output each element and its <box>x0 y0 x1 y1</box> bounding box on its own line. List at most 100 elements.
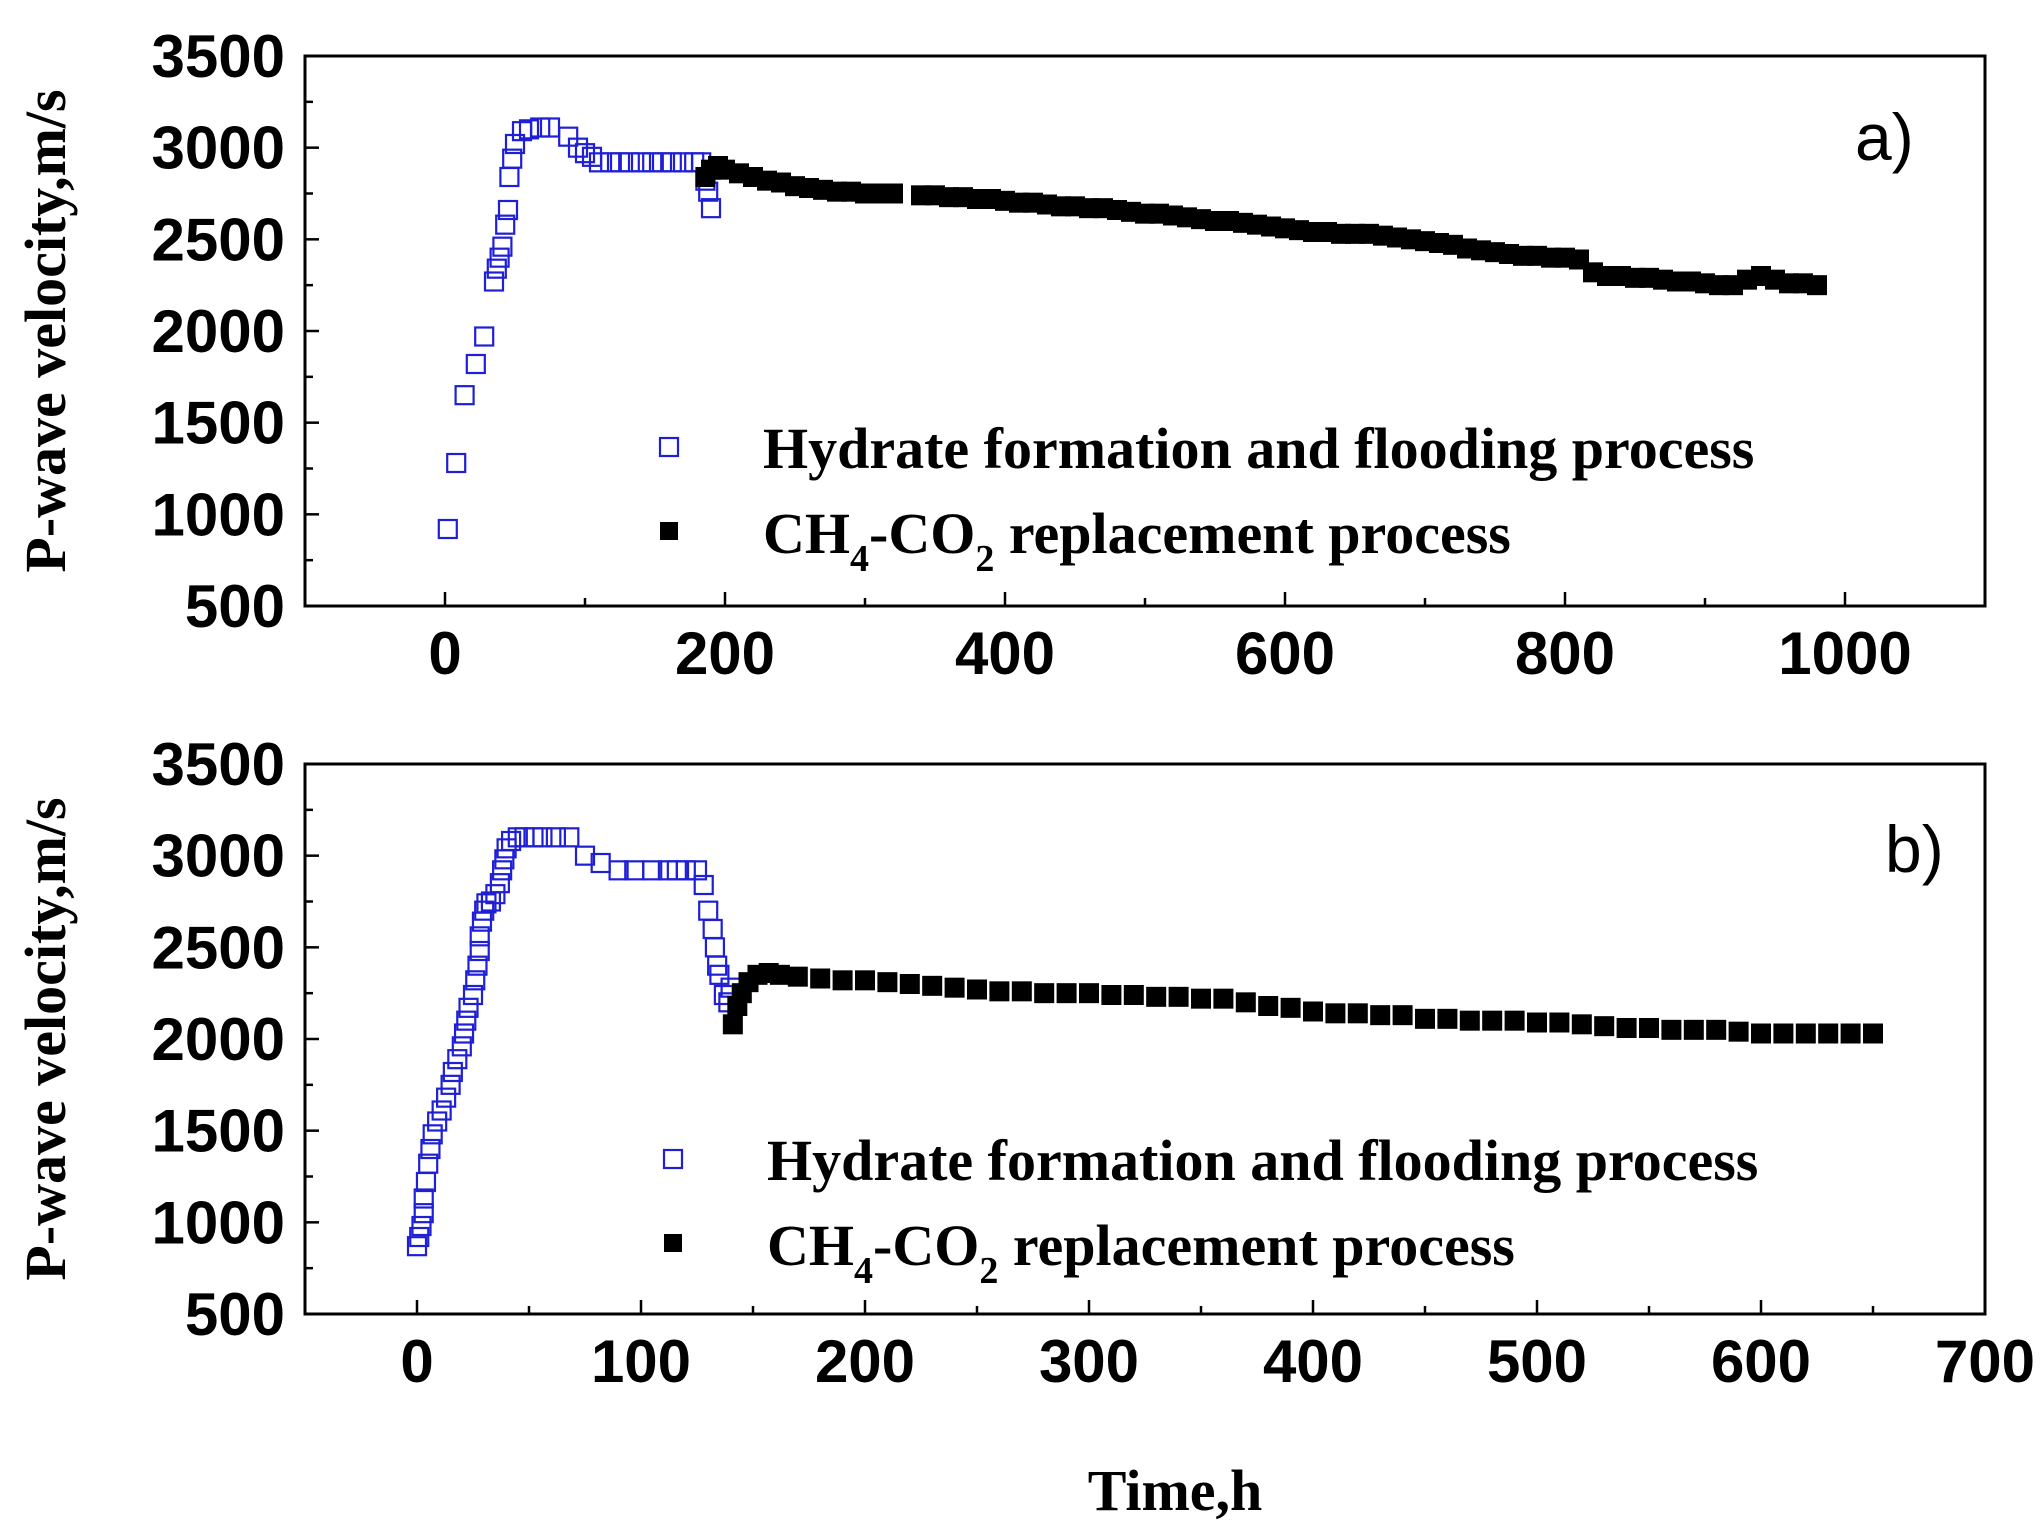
x-tick-label: 500 <box>1487 1328 1587 1395</box>
legend-label-replacement-b: CH4-CO2 replacement process <box>767 1213 1515 1292</box>
data-point <box>1482 1010 1503 1031</box>
series-formation <box>437 117 722 540</box>
data-point <box>1168 986 1189 1007</box>
data-point <box>489 873 510 894</box>
series-replacement <box>695 156 1827 296</box>
legend-marker-formation-b <box>662 1148 684 1170</box>
series-replacement <box>722 963 1883 1044</box>
data-point <box>1549 1012 1570 1033</box>
x-tick-label: 700 <box>1935 1328 2035 1395</box>
y-tick-label: 2000 <box>152 1006 285 1073</box>
data-point <box>574 845 596 866</box>
data-point <box>465 353 486 375</box>
data-point <box>502 148 523 169</box>
data-point <box>1280 997 1301 1018</box>
data-point <box>1370 1005 1391 1026</box>
data-point <box>504 133 526 155</box>
data-point <box>446 452 467 474</box>
data-point <box>489 247 510 268</box>
data-point <box>454 385 475 406</box>
data-point <box>944 977 965 998</box>
data-point <box>422 1124 443 1145</box>
data-point <box>545 827 566 848</box>
legend-replacement-sub2: 2 <box>975 538 994 580</box>
data-point <box>1840 1023 1861 1044</box>
data-point <box>532 827 553 848</box>
data-point <box>437 518 458 540</box>
data-point <box>462 984 484 1006</box>
data-point <box>700 198 722 219</box>
data-point <box>810 968 831 989</box>
y-tick-label: 3000 <box>152 115 285 182</box>
data-point <box>1751 1023 1771 1044</box>
x-axis-title: Time,h <box>1088 1458 1263 1523</box>
data-point <box>787 966 808 987</box>
data-point <box>436 1087 457 1108</box>
data-point <box>495 214 516 235</box>
data-point <box>1056 983 1077 1004</box>
data-marks-a <box>437 117 1827 540</box>
data-point <box>483 271 505 292</box>
data-point <box>1303 1001 1323 1022</box>
data-point <box>1773 1023 1794 1044</box>
data-point <box>469 940 490 962</box>
legend-replacement-post: replacement process <box>994 501 1511 566</box>
data-point <box>1347 1003 1368 1024</box>
data-point <box>967 979 987 1000</box>
data-point <box>1123 985 1144 1005</box>
data-point <box>1437 1008 1458 1029</box>
data-point <box>704 937 726 958</box>
legend-replacement-mid: -CO <box>873 1213 979 1278</box>
data-point <box>1213 988 1234 1009</box>
legend-replacement-pre: CH <box>767 1213 854 1278</box>
data-point <box>1594 1016 1615 1037</box>
data-point <box>1639 1018 1659 1038</box>
data-point <box>675 860 696 881</box>
data-point <box>427 1111 448 1132</box>
data-point <box>559 827 580 848</box>
data-point <box>440 1074 461 1095</box>
data-point <box>608 860 629 881</box>
x-tick-label: 100 <box>591 1328 691 1395</box>
data-point <box>1527 1012 1547 1033</box>
data-point <box>899 974 920 994</box>
data-point <box>469 926 490 947</box>
data-point <box>1191 988 1211 1009</box>
x-tick-label: 300 <box>1039 1328 1139 1395</box>
x-tick-label: 600 <box>1235 620 1335 687</box>
x-tick-label: 600 <box>1711 1328 1811 1395</box>
data-point <box>1661 1019 1682 1040</box>
data-point <box>1728 1021 1749 1042</box>
legend-replacement-sub2: 2 <box>979 1250 998 1292</box>
data-point <box>922 975 943 996</box>
data-point <box>411 1215 432 1237</box>
data-point <box>492 236 513 257</box>
data-point <box>1571 1014 1592 1035</box>
y-tick-label: 1000 <box>152 1189 285 1256</box>
data-point <box>630 152 652 173</box>
data-point <box>877 972 898 993</box>
y-tick-label: 2500 <box>152 914 285 981</box>
data-point <box>722 1014 743 1035</box>
data-point <box>588 152 610 173</box>
legend-label-replacement-a: CH4-CO2 replacement process <box>763 501 1511 580</box>
y-axis-title-a: P-wave velocity,m/s <box>13 89 78 572</box>
data-point <box>1079 983 1099 1004</box>
data-point <box>496 838 517 859</box>
data-point <box>1818 1023 1839 1044</box>
data-point <box>661 152 682 173</box>
data-point <box>518 119 540 140</box>
panel-tag-a: a) <box>1855 100 1914 174</box>
x-tick-label: 200 <box>815 1328 915 1395</box>
legend-marker-replacement-b <box>664 1234 682 1252</box>
data-point <box>832 970 853 991</box>
data-point <box>989 981 1010 1002</box>
data-point <box>492 860 513 881</box>
data-point <box>1504 1010 1525 1031</box>
data-point <box>1863 1023 1883 1044</box>
data-point <box>1258 996 1279 1016</box>
data-point <box>456 1010 477 1031</box>
y-tick-label: 2000 <box>152 298 285 365</box>
data-point <box>413 1203 434 1224</box>
